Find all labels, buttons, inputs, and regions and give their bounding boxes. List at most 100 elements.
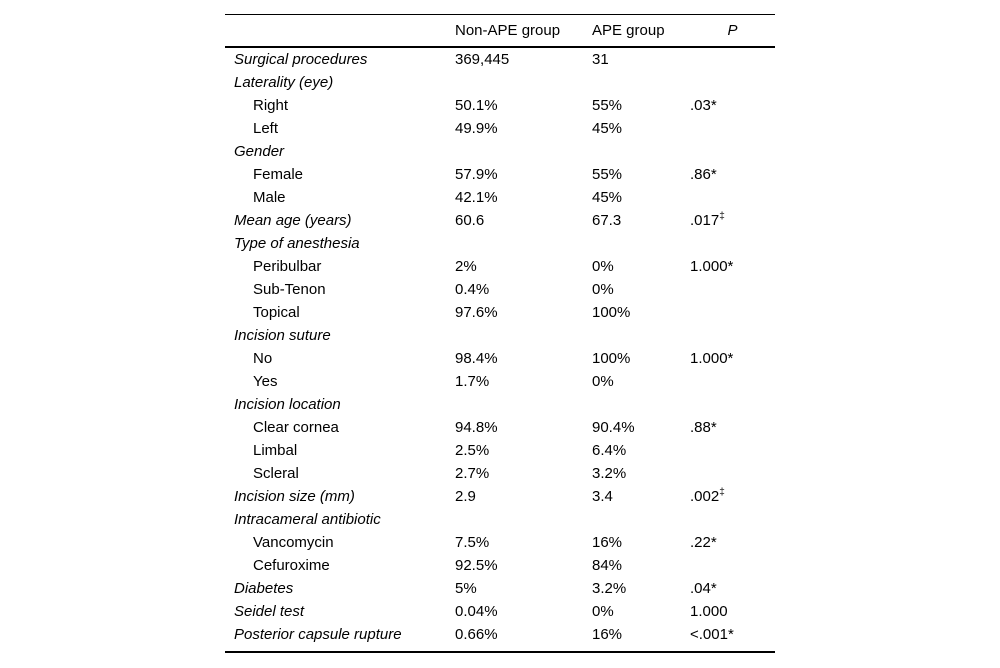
table-row: Scleral 2.7% 3.2% bbox=[225, 462, 775, 485]
p-value bbox=[690, 117, 775, 140]
non-ape-value: 42.1% bbox=[455, 189, 498, 206]
ape-value: 0% bbox=[592, 281, 614, 298]
non-ape-value: 5% bbox=[455, 580, 477, 597]
non-ape-value: 1.7% bbox=[455, 373, 490, 390]
non-ape-value: 57.9% bbox=[455, 166, 498, 183]
p-value-text: <.001* bbox=[690, 626, 734, 643]
table-row: Surgical procedures 369,445 31 bbox=[225, 48, 775, 71]
table-row: Laterality (eye) bbox=[225, 71, 775, 94]
p-value bbox=[690, 554, 775, 577]
row-label: Seidel test bbox=[234, 603, 305, 620]
p-value-text: .03* bbox=[690, 97, 717, 114]
table-row: No 98.4% 100% 1.000* bbox=[225, 347, 775, 370]
p-value: 1.000* bbox=[690, 255, 775, 278]
row-label: Peribulbar bbox=[253, 258, 322, 275]
non-ape-value bbox=[455, 71, 592, 94]
table-row: Seidel test 0.04% 0% 1.000 bbox=[225, 600, 775, 623]
non-ape-value: 0.04% bbox=[455, 603, 498, 620]
table-row: Peribulbar 2% 0% 1.000* bbox=[225, 255, 775, 278]
table-row: Left 49.9% 45% bbox=[225, 117, 775, 140]
table-row: Cefuroxime 92.5% 84% bbox=[225, 554, 775, 577]
row-label: Right bbox=[253, 97, 289, 114]
non-ape-value: 2% bbox=[455, 258, 477, 275]
ape-value bbox=[592, 393, 690, 416]
ape-value: 0% bbox=[592, 373, 614, 390]
row-label: Gender bbox=[234, 143, 285, 160]
p-value bbox=[690, 140, 775, 163]
p-value: 1.000* bbox=[690, 347, 775, 370]
p-value bbox=[690, 301, 775, 324]
row-label: Topical bbox=[253, 304, 300, 321]
ape-value bbox=[592, 140, 690, 163]
table-row: Mean age (years) 60.6 67.3 .017‡ bbox=[225, 209, 775, 232]
p-value bbox=[690, 278, 775, 301]
ape-value: 45% bbox=[592, 120, 623, 137]
ape-value bbox=[592, 324, 690, 347]
row-label: Left bbox=[253, 120, 279, 137]
table-row: Vancomycin 7.5% 16% .22* bbox=[225, 531, 775, 554]
row-label: Intracameral antibiotic bbox=[234, 511, 381, 528]
p-superscript: ‡ bbox=[719, 211, 725, 222]
table-body: Surgical procedures 369,445 31 Lateralit… bbox=[225, 48, 775, 646]
p-value bbox=[690, 48, 775, 71]
row-label: Sub-Tenon bbox=[253, 281, 326, 298]
row-label: Surgical procedures bbox=[234, 51, 368, 68]
row-label: Diabetes bbox=[234, 580, 294, 597]
p-value bbox=[690, 439, 775, 462]
non-ape-value: 97.6% bbox=[455, 304, 498, 321]
table-row: Incision location bbox=[225, 393, 775, 416]
p-value bbox=[690, 370, 775, 393]
row-label: Female bbox=[253, 166, 304, 183]
table-row: Clear cornea 94.8% 90.4% .88* bbox=[225, 416, 775, 439]
p-value-text: 1.000 bbox=[690, 603, 728, 620]
non-ape-value: 98.4% bbox=[455, 350, 498, 367]
ape-value: 0% bbox=[592, 258, 614, 275]
p-value: <.001* bbox=[690, 623, 775, 646]
table-row: Diabetes 5% 3.2% .04* bbox=[225, 577, 775, 600]
col-header-p: P bbox=[727, 22, 738, 39]
table-row: Male 42.1% 45% bbox=[225, 186, 775, 209]
ape-value: 6.4% bbox=[592, 442, 627, 459]
ape-value: 55% bbox=[592, 97, 623, 114]
ape-value: 67.3 bbox=[592, 212, 622, 229]
table-row: Sub-Tenon 0.4% 0% bbox=[225, 278, 775, 301]
p-value: .22* bbox=[690, 531, 775, 554]
p-value bbox=[690, 508, 775, 531]
non-ape-value: 0.66% bbox=[455, 626, 498, 643]
ape-value: 31 bbox=[592, 51, 609, 68]
ape-value: 45% bbox=[592, 189, 623, 206]
row-label: Vancomycin bbox=[253, 534, 334, 551]
non-ape-value bbox=[455, 393, 592, 416]
non-ape-value bbox=[455, 508, 592, 531]
p-value-text: .22* bbox=[690, 534, 717, 551]
table-row: Limbal 2.5% 6.4% bbox=[225, 439, 775, 462]
row-label: Yes bbox=[253, 373, 278, 390]
ape-value: 3.4 bbox=[592, 488, 613, 505]
non-ape-value: 92.5% bbox=[455, 557, 498, 574]
table-row: Yes 1.7% 0% bbox=[225, 370, 775, 393]
p-value bbox=[690, 324, 775, 347]
ape-value: 55% bbox=[592, 166, 623, 183]
non-ape-value: 49.9% bbox=[455, 120, 498, 137]
ape-value bbox=[592, 232, 690, 255]
p-value-text: .88* bbox=[690, 419, 717, 436]
p-value: .002‡ bbox=[690, 485, 775, 508]
p-value bbox=[690, 393, 775, 416]
p-value bbox=[690, 71, 775, 94]
non-ape-value: 7.5% bbox=[455, 534, 490, 551]
ape-value: 100% bbox=[592, 350, 631, 367]
row-label: Type of anesthesia bbox=[234, 235, 360, 252]
table-row: Incision size (mm) 2.9 3.4 .002‡ bbox=[225, 485, 775, 508]
p-value-text: .04* bbox=[690, 580, 717, 597]
col-header-ape-group: APE group bbox=[592, 22, 665, 39]
row-label: Laterality (eye) bbox=[234, 74, 334, 91]
row-label: Male bbox=[253, 189, 286, 206]
row-label: Cefuroxime bbox=[253, 557, 330, 574]
p-value: .03* bbox=[690, 94, 775, 117]
table-row: Type of anesthesia bbox=[225, 232, 775, 255]
row-label: Incision size (mm) bbox=[234, 488, 355, 505]
p-value: 1.000 bbox=[690, 600, 775, 623]
table-row: Intracameral antibiotic bbox=[225, 508, 775, 531]
p-value: .04* bbox=[690, 577, 775, 600]
p-superscript: ‡ bbox=[719, 487, 725, 498]
